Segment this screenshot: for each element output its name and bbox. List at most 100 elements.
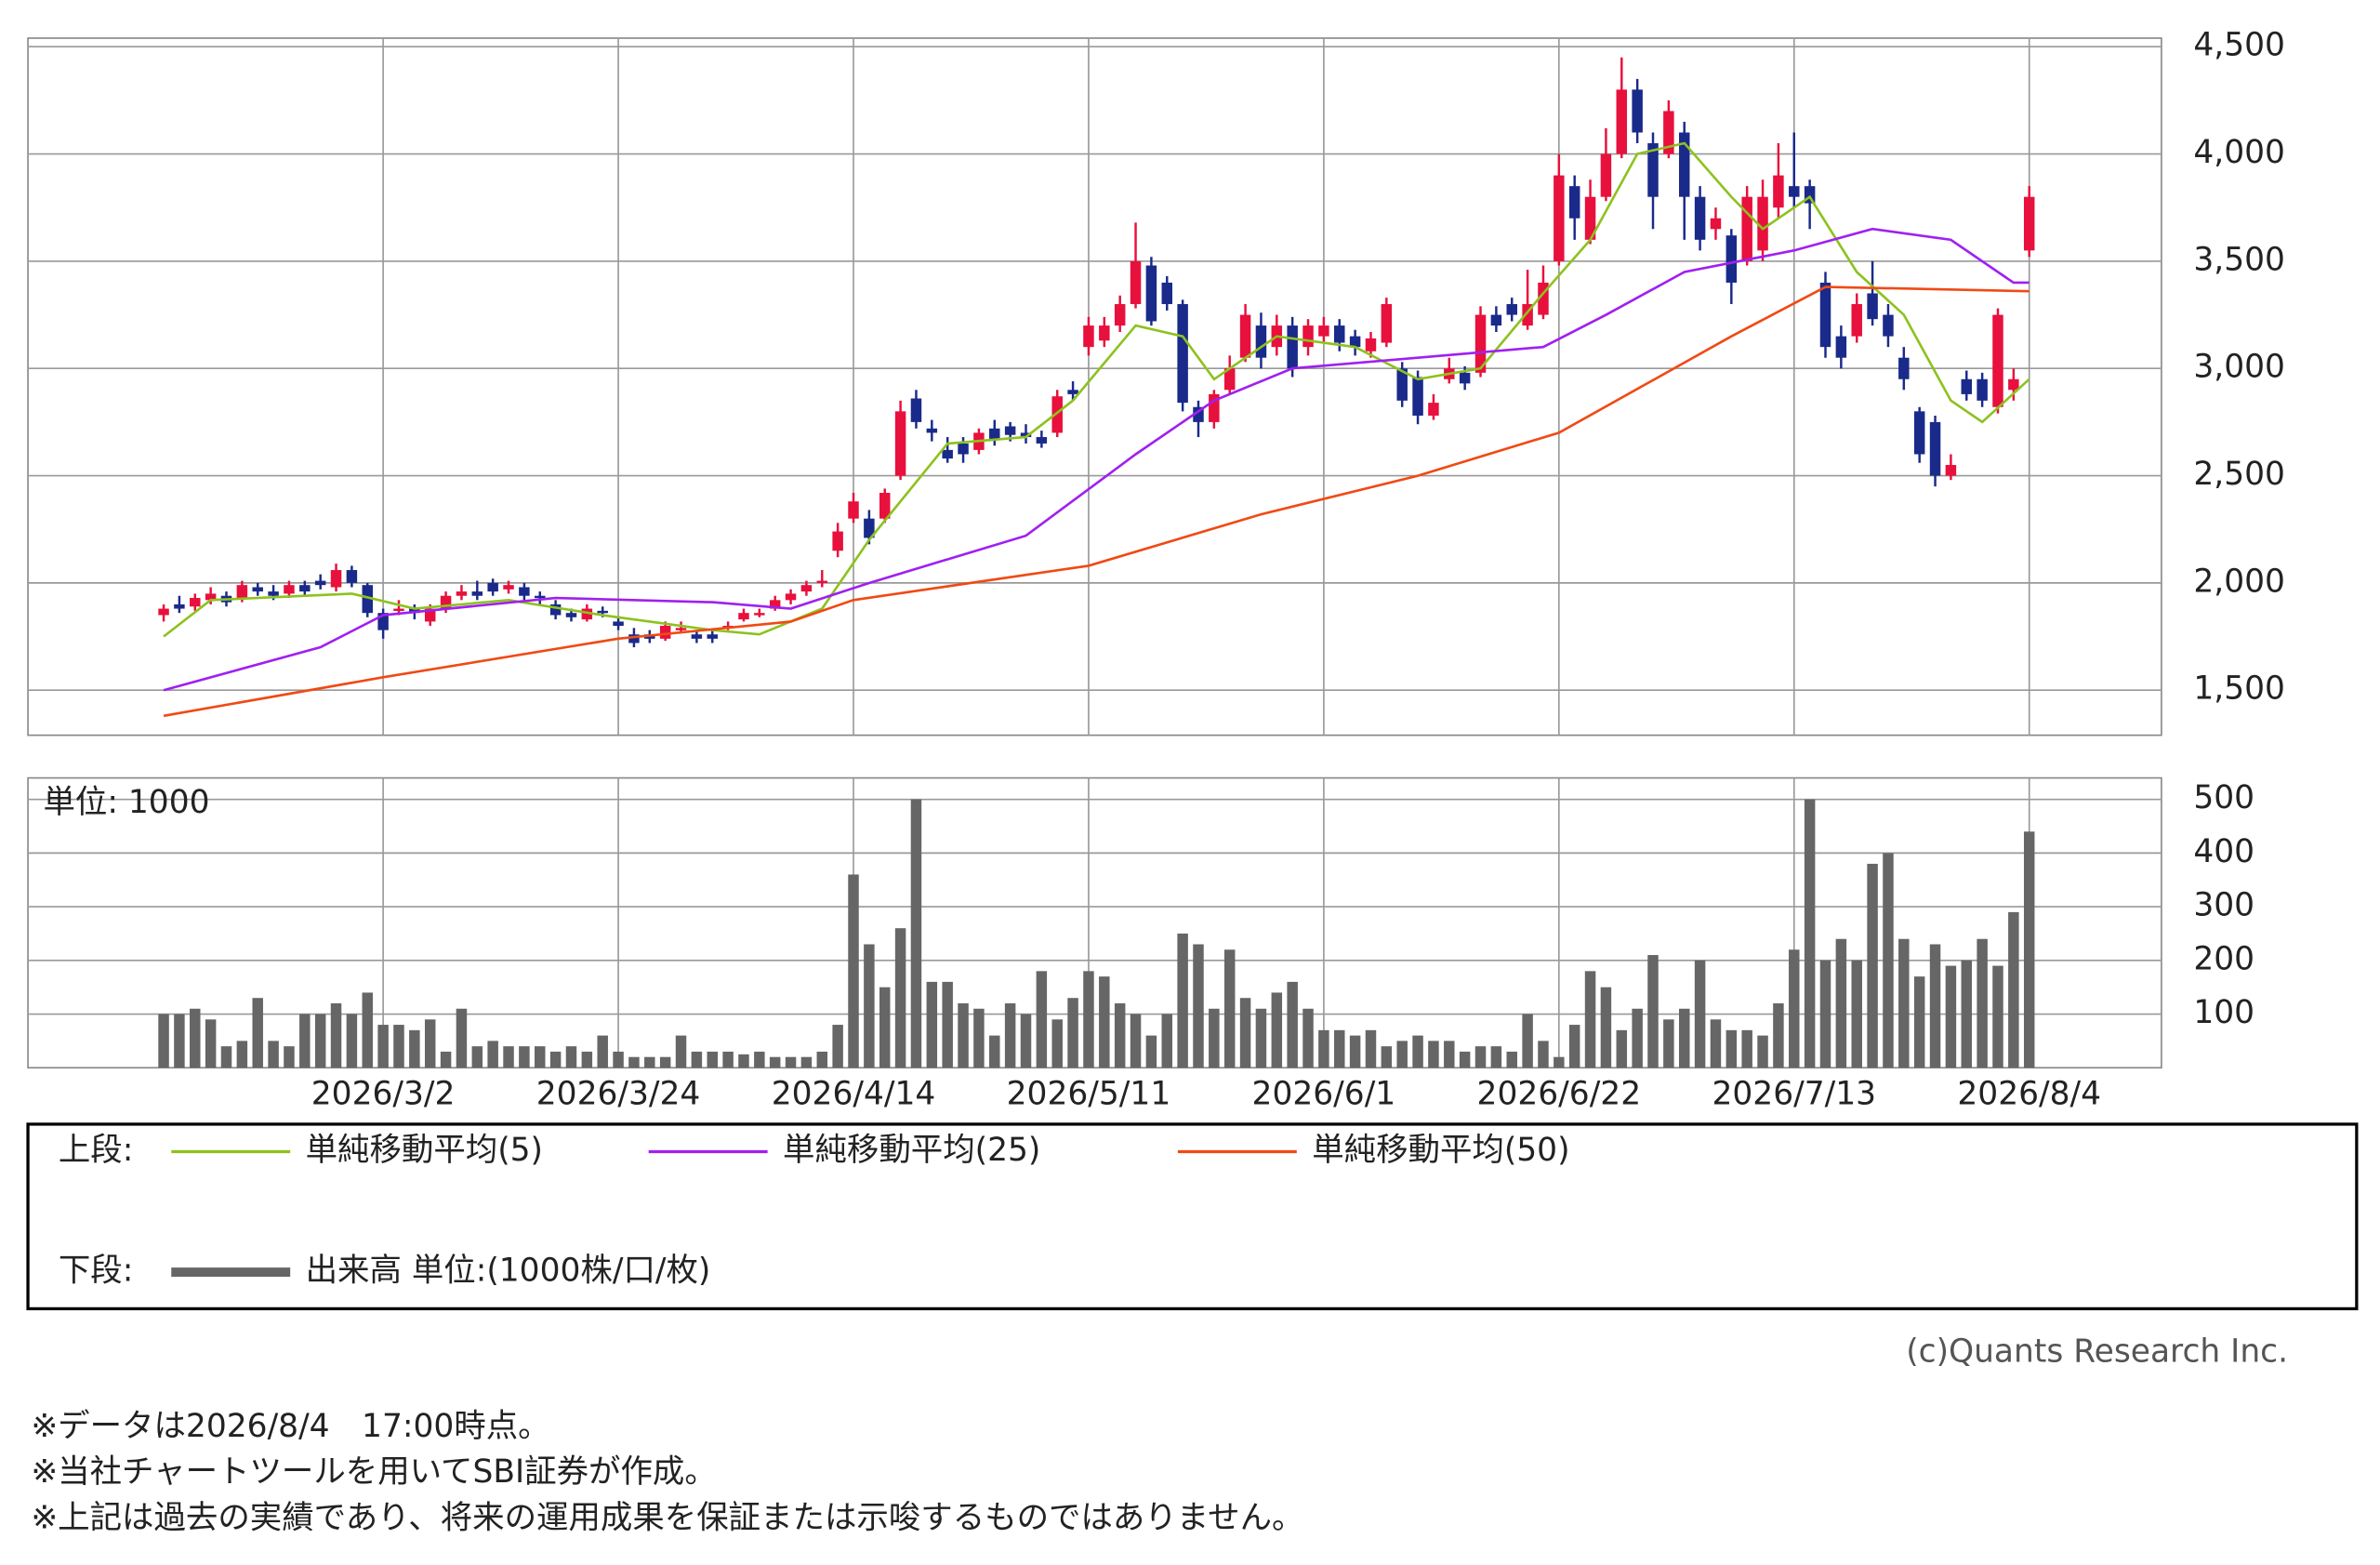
candle-body bbox=[785, 593, 797, 601]
volume-bar bbox=[377, 1025, 389, 1068]
candle-body bbox=[314, 580, 326, 586]
volume-bar bbox=[1444, 1041, 1455, 1068]
volume-bar bbox=[2008, 911, 2019, 1068]
y-tick-label: 4,500 bbox=[2193, 27, 2285, 64]
volume-bar bbox=[1741, 1029, 1752, 1068]
legend-upper: 上段: bbox=[59, 1132, 133, 1169]
volume-bar bbox=[1036, 971, 1048, 1068]
y-tick-label: 500 bbox=[2193, 779, 2254, 816]
volume-bar bbox=[1067, 998, 1078, 1068]
candle-body bbox=[1255, 325, 1267, 358]
candle-body bbox=[1568, 186, 1580, 219]
x-tick-label: 2026/4/14 bbox=[772, 1075, 936, 1112]
candle-body bbox=[800, 585, 813, 592]
volume-bar bbox=[220, 1046, 232, 1068]
candle-body bbox=[1381, 304, 1393, 343]
candle-body bbox=[1538, 282, 1549, 315]
candle-body bbox=[158, 608, 169, 616]
candle-body bbox=[1349, 336, 1361, 348]
candle-body bbox=[1757, 196, 1768, 251]
candle-body bbox=[1067, 390, 1078, 394]
volume-bar bbox=[1020, 1014, 1032, 1068]
volume-bar bbox=[1977, 938, 1988, 1068]
y-tick-label: 300 bbox=[2193, 887, 2254, 924]
legend-box bbox=[26, 1122, 2359, 1311]
candle-body bbox=[1004, 426, 1016, 435]
y-tick-label: 2,000 bbox=[2193, 563, 2285, 600]
legend-lower: 下段: bbox=[59, 1253, 133, 1290]
volume-bar bbox=[910, 799, 922, 1068]
volume-bar bbox=[754, 1051, 765, 1068]
candle-body bbox=[1710, 218, 1722, 230]
volume-bar bbox=[440, 1051, 452, 1068]
volume-bar bbox=[1819, 960, 1831, 1068]
volume-bar bbox=[738, 1054, 749, 1068]
note: ※データは2026/8/4 17:00時点。 bbox=[31, 1408, 549, 1445]
candle-body bbox=[1428, 403, 1439, 416]
volume-bar bbox=[691, 1051, 703, 1068]
candle-body bbox=[549, 603, 562, 616]
volume-bar bbox=[1710, 1019, 1722, 1068]
candle-body bbox=[1961, 378, 1973, 394]
candle-body bbox=[1977, 378, 1988, 401]
candle-body bbox=[879, 493, 891, 519]
candle-body bbox=[252, 587, 263, 592]
candle-body bbox=[1130, 260, 1142, 305]
volume-bar bbox=[190, 1008, 201, 1068]
candle-body bbox=[487, 582, 498, 592]
candle-body bbox=[1883, 314, 1894, 337]
volume-bar bbox=[1663, 1019, 1674, 1068]
candle-body bbox=[1819, 282, 1831, 348]
volume-bar bbox=[800, 1056, 813, 1068]
volume-bar bbox=[722, 1051, 734, 1068]
volume-bar bbox=[769, 1056, 781, 1068]
volume-bar bbox=[1522, 1014, 1533, 1068]
volume-bar bbox=[1349, 1035, 1361, 1068]
volume-bar bbox=[471, 1046, 483, 1068]
volume-bar bbox=[205, 1019, 217, 1068]
volume-bar bbox=[894, 928, 906, 1068]
volume-bar bbox=[1929, 944, 1941, 1068]
volume-bar bbox=[549, 1051, 562, 1068]
volume-bar bbox=[1365, 1029, 1377, 1068]
candle-body bbox=[1114, 304, 1126, 326]
volume-bar bbox=[1726, 1029, 1738, 1068]
volume-bar bbox=[1678, 1008, 1690, 1068]
volume-bar bbox=[1835, 938, 1847, 1068]
legend-label: 単純移動平均(5) bbox=[306, 1132, 543, 1169]
candle-body bbox=[958, 443, 969, 455]
volume-bar bbox=[1381, 1046, 1393, 1068]
ma-line bbox=[163, 227, 2030, 692]
candle-body bbox=[707, 634, 718, 639]
volume-bar bbox=[1428, 1041, 1439, 1068]
x-tick-label: 2026/5/11 bbox=[1007, 1075, 1171, 1112]
candle-body bbox=[864, 518, 875, 538]
candle-body bbox=[268, 591, 279, 596]
candle-body bbox=[659, 626, 671, 639]
candle-body bbox=[1036, 437, 1048, 444]
volume-bar bbox=[1506, 1051, 1517, 1068]
volume-bar bbox=[314, 1014, 326, 1068]
volume-bar bbox=[1334, 1029, 1345, 1068]
candle-body bbox=[989, 428, 1000, 440]
legend-label: 出来高 単位:(1000株/口/枚) bbox=[306, 1253, 711, 1290]
candle-body bbox=[1632, 89, 1643, 133]
volume-bar bbox=[1209, 1008, 1220, 1068]
volume-bar bbox=[1083, 971, 1094, 1068]
y-tick-label: 3,500 bbox=[2193, 241, 2285, 278]
candle-body bbox=[503, 585, 514, 590]
candle-body bbox=[1616, 89, 1628, 154]
candle-body bbox=[1287, 325, 1298, 369]
y-tick-label: 200 bbox=[2193, 940, 2254, 977]
y-tick-label: 2,500 bbox=[2193, 456, 2285, 493]
price-panel bbox=[27, 37, 2162, 736]
volume-unit: 単位: 1000 bbox=[43, 784, 209, 821]
candle-body bbox=[471, 591, 483, 596]
volume-bar bbox=[1287, 981, 1298, 1068]
candle-body bbox=[1584, 196, 1596, 240]
candle-body bbox=[456, 591, 468, 596]
volume-bar bbox=[1459, 1051, 1471, 1068]
volume-bar bbox=[597, 1035, 608, 1068]
candle-body bbox=[2008, 378, 2019, 391]
candle-body bbox=[1726, 235, 1738, 283]
